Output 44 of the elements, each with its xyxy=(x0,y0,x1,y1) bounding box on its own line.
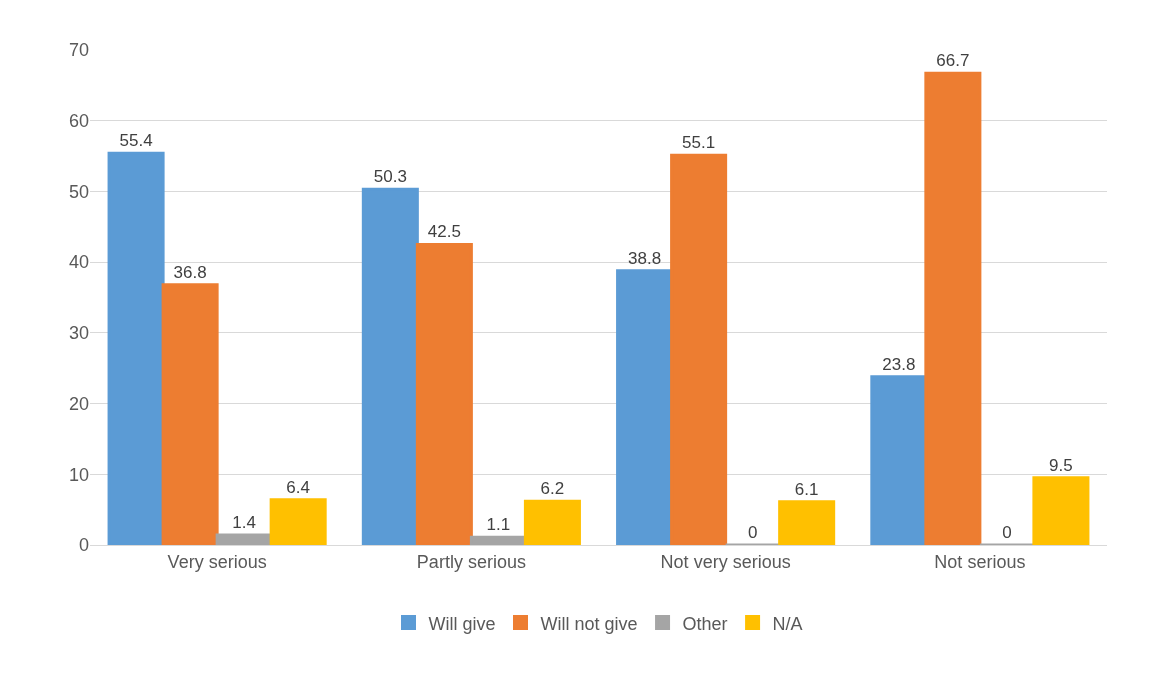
bar xyxy=(161,283,219,545)
data-label: 55.1 xyxy=(682,133,716,153)
bar xyxy=(924,71,982,545)
data-label: 50.3 xyxy=(373,167,407,187)
y-tick-label: 10 xyxy=(68,464,89,485)
y-tick-label: 40 xyxy=(68,252,89,273)
legend-label: N/A xyxy=(772,613,803,634)
x-tick-label: Not very serious xyxy=(660,551,791,572)
bar xyxy=(215,533,273,545)
legend-label: Will give xyxy=(428,613,496,634)
y-tick-label: 30 xyxy=(68,323,89,344)
y-tick-label: 20 xyxy=(68,393,89,414)
y-tick-label: 60 xyxy=(68,111,89,132)
x-tick-label: Not serious xyxy=(934,551,1026,572)
bar xyxy=(523,499,581,545)
data-label: 6.4 xyxy=(286,477,310,497)
data-label: 6.2 xyxy=(540,479,565,499)
legend-label: Will not give xyxy=(540,613,638,634)
bar xyxy=(778,500,836,545)
data-label: 66.7 xyxy=(936,51,970,71)
x-tick-label: Partly serious xyxy=(416,551,526,572)
data-label: 55.4 xyxy=(119,131,153,151)
y-tick-label: 50 xyxy=(68,181,89,202)
data-label: 0 xyxy=(1002,523,1012,542)
data-label: 0 xyxy=(747,523,758,542)
bar xyxy=(469,535,527,545)
data-label: 36.8 xyxy=(173,262,207,282)
bar xyxy=(107,151,165,545)
bar xyxy=(415,242,473,545)
y-tick-label: 70 xyxy=(68,40,89,61)
data-label: 23.8 xyxy=(882,354,916,374)
data-label: 42.5 xyxy=(427,222,461,242)
bar xyxy=(361,187,419,545)
legend-label: Other xyxy=(682,613,728,634)
data-label: 6.1 xyxy=(794,479,819,499)
bar xyxy=(1032,476,1090,545)
y-tick-label: 0 xyxy=(78,535,89,556)
data-label: 9.5 xyxy=(1049,455,1073,475)
data-label: 1.1 xyxy=(486,515,511,535)
data-label: 38.8 xyxy=(628,248,662,268)
data-label: 1.4 xyxy=(232,513,256,533)
x-tick-label: Very serious xyxy=(167,551,267,572)
bar xyxy=(670,153,728,545)
bar xyxy=(269,498,327,545)
